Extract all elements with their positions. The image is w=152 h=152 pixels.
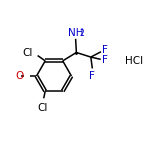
Text: Cl: Cl: [38, 103, 48, 112]
Text: O: O: [16, 71, 24, 81]
Text: F: F: [102, 55, 108, 65]
Text: NH: NH: [68, 28, 83, 38]
Text: F: F: [89, 71, 95, 81]
Text: Cl: Cl: [22, 48, 32, 57]
Text: HCl: HCl: [125, 56, 143, 66]
Text: F: F: [102, 45, 108, 55]
Text: 2: 2: [80, 29, 85, 38]
